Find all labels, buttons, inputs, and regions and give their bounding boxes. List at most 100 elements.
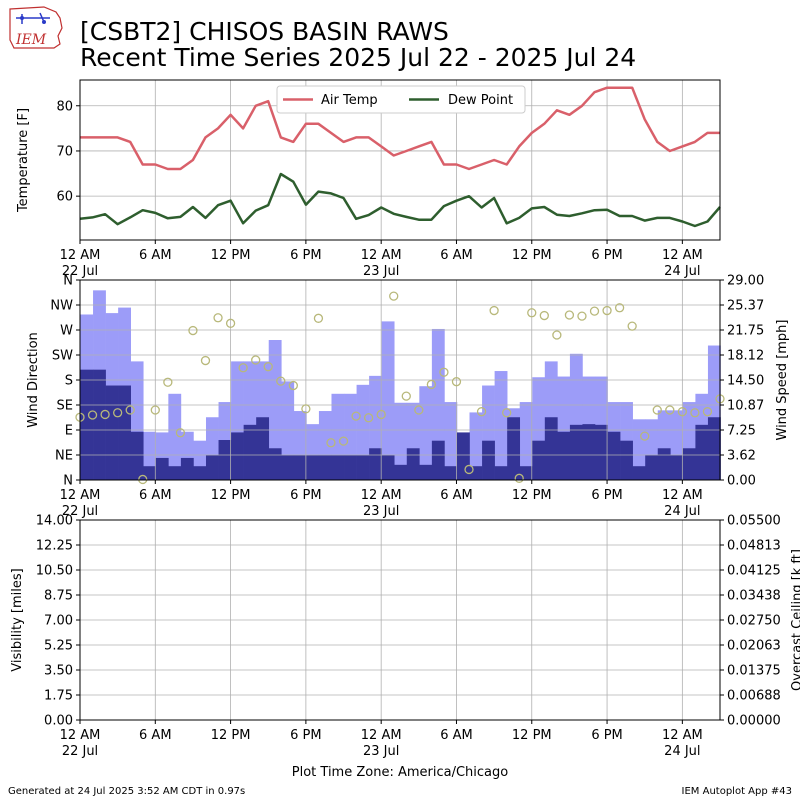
- wind-direction-point: [640, 431, 650, 441]
- wind-direction-point: [363, 413, 374, 423]
- x-tick-label: 6 PM: [591, 248, 622, 263]
- visibility-tick-label: 3.50: [44, 664, 73, 679]
- wind-direction-point: [426, 379, 437, 390]
- x-date-label: 22 Jul: [62, 744, 98, 759]
- speed-tick-label: 14.50: [727, 374, 764, 389]
- speed-tick-label: 25.37: [727, 299, 764, 314]
- speed-bar: [519, 466, 533, 480]
- legend-dew-point-label: Dew Point: [448, 93, 513, 108]
- speed-bar: [256, 417, 270, 480]
- speed-bar: [130, 431, 144, 480]
- wind-direction-point: [690, 408, 700, 418]
- visibility-x-ticks: 12 AM 6 AM 12 PM 6 PM 12 AM 6 AM 12 PM 6 PM 12 A…: [60, 720, 703, 759]
- x-tick-label: 6 PM: [591, 728, 622, 743]
- speed-bar: [419, 464, 433, 480]
- speed-bar: [494, 466, 508, 480]
- wind-direction-point: [577, 311, 587, 321]
- visibility-tick-label: 0.00: [44, 714, 73, 729]
- x-tick-label: 12 AM: [662, 248, 703, 263]
- wind-direction-point: [188, 325, 198, 336]
- ceiling-tick-label: 0.04813: [727, 539, 781, 554]
- wind-direction-point: [464, 464, 474, 475]
- x-date-label: 23 Jul: [363, 504, 399, 519]
- speed-bar: [707, 417, 721, 480]
- speed-bar: [431, 440, 445, 480]
- speed-tick-label: 10.87: [727, 399, 764, 414]
- direction-tick-label: N: [63, 474, 73, 489]
- x-date-label: 23 Jul: [363, 744, 399, 759]
- visibility-panel: 0.001.753.505.257.008.7510.5012.2514.00 …: [10, 514, 800, 760]
- x-tick-label: 6 PM: [591, 488, 622, 503]
- x-tick-label: 12 AM: [361, 248, 402, 263]
- x-tick-label: 12 PM: [211, 248, 251, 263]
- speed-bar: [369, 448, 382, 480]
- gust-bar: [381, 321, 395, 480]
- wind-direction-point: [527, 308, 537, 318]
- temperature-lines: [79, 86, 721, 228]
- x-date-label: 23 Jul: [363, 264, 399, 279]
- speed-bar: [507, 417, 521, 480]
- temperature-panel: 60 70 80 12 AM 6 AM 12 PM 6 PM 12 AM 6 AM 12 PM 6…: [16, 79, 721, 279]
- wind-direction-points: [75, 291, 725, 485]
- speed-bar: [456, 432, 470, 480]
- speed-tick-label: 18.12: [727, 349, 764, 364]
- speed-tick-label: 0.00: [727, 474, 756, 489]
- gust-bar: [494, 371, 508, 480]
- wind-direction-point: [652, 405, 662, 415]
- gust-bar: [632, 419, 646, 480]
- wind-direction-point: [175, 428, 186, 438]
- x-tick-label: 12 AM: [60, 728, 101, 743]
- x-tick-label: 12 PM: [211, 488, 251, 503]
- temperature-y-ticks: 60 70 80: [56, 99, 80, 205]
- visibility-tick-label: 8.75: [44, 589, 73, 604]
- y-tick-label: 80: [56, 99, 73, 114]
- ceiling-tick-label: 0.00000: [727, 714, 781, 729]
- direction-tick-label: W: [60, 324, 73, 339]
- wind-direction-point: [602, 305, 612, 316]
- wind-direction-point: [213, 313, 223, 323]
- ceiling-tick-label: 0.02063: [727, 639, 781, 654]
- speed-bar: [356, 455, 370, 480]
- ceiling-tick-label: 0.01375: [727, 664, 781, 679]
- wind-direction-point: [301, 404, 311, 414]
- speed-bar: [268, 448, 282, 480]
- speed-bar: [569, 424, 583, 480]
- visibility-tick-label: 10.50: [36, 564, 73, 579]
- wind-direction-point: [514, 473, 524, 483]
- wind-direction-point: [439, 367, 449, 377]
- visibility-tick-label: 5.25: [44, 639, 73, 654]
- speed-bar: [595, 424, 608, 480]
- speed-tick-label: 7.25: [727, 424, 756, 439]
- speed-bar: [105, 385, 119, 480]
- y-tick-label: 70: [56, 144, 73, 159]
- x-tick-label: 12 AM: [60, 248, 101, 263]
- ceiling-tick-label: 0.03438: [727, 589, 781, 604]
- wind-direction-point: [276, 376, 286, 386]
- wind-direction-point: [138, 474, 148, 485]
- ceiling-axis-label: Overcast Ceiling [k ft]: [790, 549, 800, 691]
- wind-direction-point: [225, 318, 236, 328]
- speed-bar: [394, 464, 408, 480]
- x-tick-label: 12 PM: [211, 728, 251, 743]
- direction-tick-label: SW: [52, 349, 73, 364]
- wind-x-ticks: 12 AM 6 AM 12 PM 6 PM 12 AM 6 AM 12 PM 6 PM 12 A…: [60, 480, 703, 519]
- direction-tick-label: S: [65, 374, 73, 389]
- visibility-axis-label: Visibility [miles]: [10, 568, 25, 671]
- wind-direction-point: [552, 330, 562, 340]
- x-date-label: 24 Jul: [664, 504, 700, 519]
- wind-speed-ticks: 0.00 3.62 7.25 10.87 14.50 18.12 21.75 25.37 29.…: [720, 274, 764, 489]
- gust-bar: [168, 393, 182, 480]
- speed-bar: [682, 448, 696, 480]
- x-tick-label: 6 AM: [139, 728, 172, 743]
- wind-direction-point: [326, 438, 336, 448]
- visibility-tick-label: 1.75: [44, 689, 73, 704]
- speed-bar: [93, 369, 106, 480]
- iem-logo-text: IEM: [15, 32, 47, 48]
- x-tick-label: 12 AM: [60, 488, 101, 503]
- speed-bar: [306, 455, 320, 480]
- wind-direction-point: [614, 303, 625, 313]
- speed-bar: [281, 455, 295, 480]
- speed-bar: [331, 455, 345, 480]
- speed-bar: [607, 431, 621, 480]
- wind-panel: N NE E SE S SW W NW N 0.00 3.62 7.25 10.87 14.50 18.1…: [26, 274, 790, 520]
